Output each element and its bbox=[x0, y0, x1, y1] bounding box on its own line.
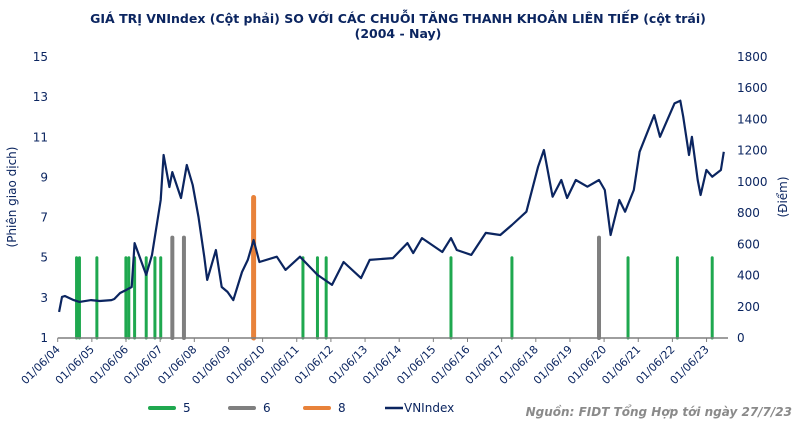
x-axis: 01/06/0401/06/0501/06/0601/06/0701/06/08… bbox=[19, 337, 728, 387]
right-tick-label: 1400 bbox=[737, 112, 768, 126]
left-axis-label: (Phiên giao dịch) bbox=[5, 147, 19, 248]
right-tick-label: 1000 bbox=[737, 175, 768, 189]
right-y-axis: 0 200 400 600 800 1000 1200 1400 1600 1800 bbox=[737, 50, 768, 345]
left-tick-label: 13 bbox=[33, 90, 48, 104]
chart-title-line1: GIÁ TRỊ VNIndex (Cột phải) SO VỚI CÁC CH… bbox=[90, 9, 706, 26]
legend-label-8: 8 bbox=[338, 401, 346, 415]
right-tick-label: 400 bbox=[737, 269, 760, 283]
source-note: Nguồn: FIDT Tổng Hợp tới ngày 27/7/23 bbox=[526, 404, 792, 419]
left-tick-label: 11 bbox=[33, 130, 48, 144]
left-tick-label: 15 bbox=[33, 50, 48, 64]
left-tick-label: 9 bbox=[40, 170, 48, 184]
bars-layer bbox=[75, 195, 714, 341]
legend-label-6: 6 bbox=[263, 401, 271, 415]
right-tick-label: 600 bbox=[737, 237, 760, 251]
legend: 5 6 8 VNIndex bbox=[148, 401, 454, 415]
right-tick-label: 800 bbox=[737, 206, 760, 220]
chart-title-line2: (2004 - Nay) bbox=[355, 26, 442, 41]
right-tick-label: 1600 bbox=[737, 81, 768, 95]
left-tick-label: 7 bbox=[40, 211, 48, 225]
legend-label-5: 5 bbox=[183, 401, 191, 415]
right-tick-label: 200 bbox=[737, 300, 760, 314]
vnindex-line bbox=[58, 99, 725, 313]
left-tick-label: 5 bbox=[40, 251, 48, 265]
left-tick-label: 1 bbox=[40, 331, 48, 345]
left-tick-label: 3 bbox=[40, 291, 48, 305]
legend-label-VNIndex: VNIndex bbox=[404, 401, 454, 415]
right-tick-label: 0 bbox=[737, 331, 745, 345]
right-axis-label: (Điểm) bbox=[776, 176, 790, 217]
right-tick-label: 1200 bbox=[737, 144, 768, 158]
right-tick-label: 1800 bbox=[737, 50, 768, 64]
